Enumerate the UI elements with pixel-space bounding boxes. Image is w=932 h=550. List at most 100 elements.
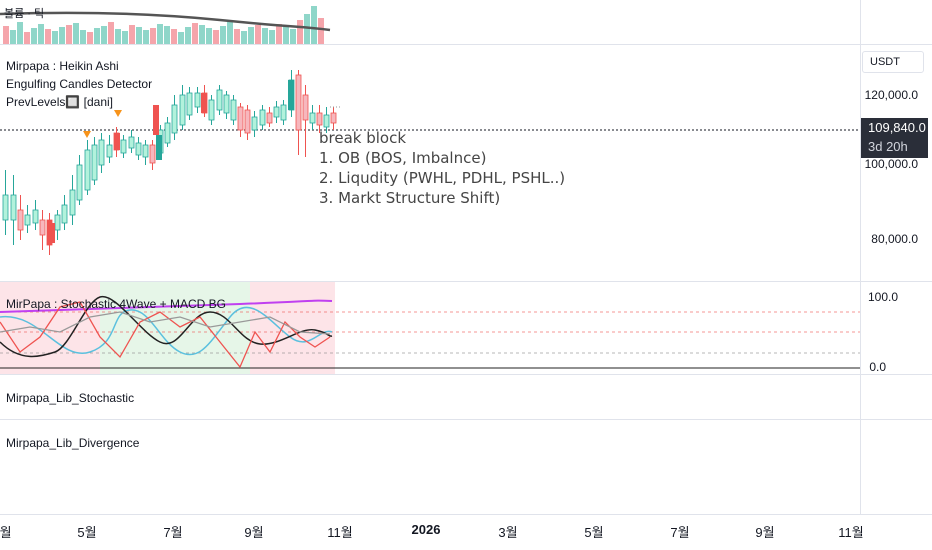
candle-body bbox=[208, 99, 215, 121]
volume-pane[interactable]: 볼륨 · 틱 bbox=[0, 0, 860, 44]
price-pane[interactable]: Mirpapa : Heikin Ashi Engulfing Candles … bbox=[0, 45, 860, 281]
volume-bar bbox=[241, 31, 247, 44]
legend-prevlevels[interactable]: PrevLevels🔲 [dani] bbox=[6, 95, 113, 109]
stoch-k-line bbox=[0, 296, 333, 358]
volume-bar bbox=[10, 30, 16, 44]
time-tick: 9월 bbox=[755, 525, 775, 540]
volume-bar bbox=[248, 27, 254, 44]
candle-body bbox=[302, 94, 309, 121]
current-price: 109,840.0 bbox=[868, 120, 926, 135]
volume-bar bbox=[66, 25, 72, 44]
volume-bar bbox=[290, 29, 296, 44]
lib-stochastic-legend[interactable]: Mirpapa_Lib_Stochastic bbox=[6, 391, 135, 405]
stoch-tick-0: 0.0 bbox=[869, 360, 886, 374]
volume-bar bbox=[143, 30, 149, 44]
time-tick: 3월 bbox=[0, 525, 12, 540]
stochastic-chart bbox=[0, 282, 860, 374]
break-block-note[interactable]: break block 1. OB (BOS, Imbalnce) 2. Liq… bbox=[319, 128, 565, 208]
time-tick: 11월 bbox=[838, 525, 864, 540]
volume-bar bbox=[80, 30, 86, 44]
time-tick: 3월 bbox=[498, 525, 518, 540]
candle-body bbox=[230, 99, 237, 121]
time-axis-border bbox=[0, 514, 932, 515]
pane-divider[interactable] bbox=[0, 374, 932, 375]
volume-bar bbox=[304, 14, 310, 44]
candle-body bbox=[69, 189, 76, 216]
candle-body bbox=[39, 219, 46, 236]
candle-body bbox=[237, 106, 244, 131]
legend-heikin-ashi[interactable]: Mirpapa : Heikin Ashi bbox=[6, 59, 119, 73]
volume-bar bbox=[262, 28, 268, 44]
volume-bar bbox=[3, 26, 9, 44]
candle-body bbox=[266, 112, 273, 124]
candle-body bbox=[164, 122, 171, 144]
candle-countdown: 3d 20h bbox=[868, 139, 908, 154]
price-tick: 100,000.0 bbox=[864, 157, 918, 171]
note-line-1: 1. OB (BOS, Imbalnce) bbox=[319, 149, 487, 167]
time-axis[interactable]: 3월 5월 7월 9월 11월 2026 3월 5월 7월 9월 11월 bbox=[0, 515, 864, 550]
volume-bar bbox=[255, 25, 261, 44]
volume-bar bbox=[38, 24, 44, 44]
currency-selector[interactable]: USDT bbox=[862, 51, 924, 73]
candle-body bbox=[120, 139, 127, 154]
volume-bar bbox=[101, 26, 107, 44]
candle-body bbox=[128, 136, 135, 149]
candle-body bbox=[309, 112, 316, 124]
candle-body bbox=[330, 112, 337, 124]
note-title: break block bbox=[319, 129, 407, 147]
stochastic-legend[interactable]: MirPapa : Stochastic 4Wave + MACD BG bbox=[6, 297, 226, 311]
candle-body bbox=[106, 144, 113, 158]
lib-divergence-pane[interactable]: Mirpapa_Lib_Divergence bbox=[0, 420, 860, 514]
volume-bar bbox=[115, 29, 121, 44]
volume-bar bbox=[45, 29, 51, 44]
pane-divider[interactable] bbox=[0, 44, 932, 45]
time-tick: 5월 bbox=[77, 525, 97, 540]
volume-bar bbox=[206, 28, 212, 44]
signal-marker bbox=[114, 110, 122, 117]
volume-bar bbox=[199, 25, 205, 44]
legend-engulfing[interactable]: Engulfing Candles Detector bbox=[6, 77, 153, 91]
price-axis[interactable]: USDT 120,000.0 100,000.0 80,000.0 bbox=[860, 45, 932, 281]
volume-bar bbox=[185, 27, 191, 44]
candle-body bbox=[216, 89, 223, 111]
time-tick: 7월 bbox=[163, 525, 183, 540]
stochastic-axis[interactable]: 100.0 0.0 bbox=[860, 282, 932, 374]
price-tick: 120,000.0 bbox=[864, 88, 918, 102]
time-tick: 5월 bbox=[584, 525, 604, 540]
volume-bar bbox=[73, 23, 79, 44]
volume-bar bbox=[52, 31, 58, 44]
pane-divider[interactable] bbox=[0, 281, 932, 282]
candle-body bbox=[149, 144, 156, 164]
lib-stochastic-pane[interactable]: Mirpapa_Lib_Stochastic bbox=[0, 375, 860, 419]
stochastic-pane[interactable]: MirPapa : Stochastic 4Wave + MACD BG bbox=[0, 282, 860, 374]
engulfing-candle bbox=[201, 93, 207, 113]
price-axis-border bbox=[860, 0, 861, 514]
candle-body bbox=[54, 214, 61, 231]
volume-bar bbox=[283, 26, 289, 44]
price-tick: 80,000.0 bbox=[871, 232, 918, 246]
candle-body bbox=[142, 144, 149, 158]
candle-body bbox=[135, 142, 142, 156]
candle-body bbox=[295, 74, 302, 131]
engulfing-candle bbox=[49, 223, 55, 243]
volume-bar bbox=[24, 32, 30, 44]
volume-bar bbox=[136, 27, 142, 44]
stoch-d-line bbox=[0, 311, 331, 335]
volume-bar bbox=[227, 22, 233, 44]
pane-divider[interactable] bbox=[0, 419, 932, 420]
lib-divergence-legend[interactable]: Mirpapa_Lib_Divergence bbox=[6, 436, 140, 450]
engulfing-candle bbox=[156, 135, 162, 160]
volume-bar bbox=[297, 20, 303, 44]
volume-bar bbox=[311, 6, 317, 44]
engulfing-candle bbox=[114, 133, 120, 150]
volume-bar bbox=[59, 27, 65, 44]
engulfing-candle bbox=[288, 80, 294, 110]
candle-body bbox=[186, 92, 193, 116]
time-tick: 11월 bbox=[327, 525, 353, 540]
volume-bar bbox=[31, 28, 37, 44]
candle-body bbox=[32, 209, 39, 224]
volume-bar bbox=[213, 30, 219, 44]
note-line-2: 2. Liqudity (PWHL, PDHL, PSHL..) bbox=[319, 169, 566, 187]
note-line-3: 3. Markt Structure Shift) bbox=[319, 189, 501, 207]
volume-legend: 볼륨 · 틱 bbox=[4, 8, 45, 20]
